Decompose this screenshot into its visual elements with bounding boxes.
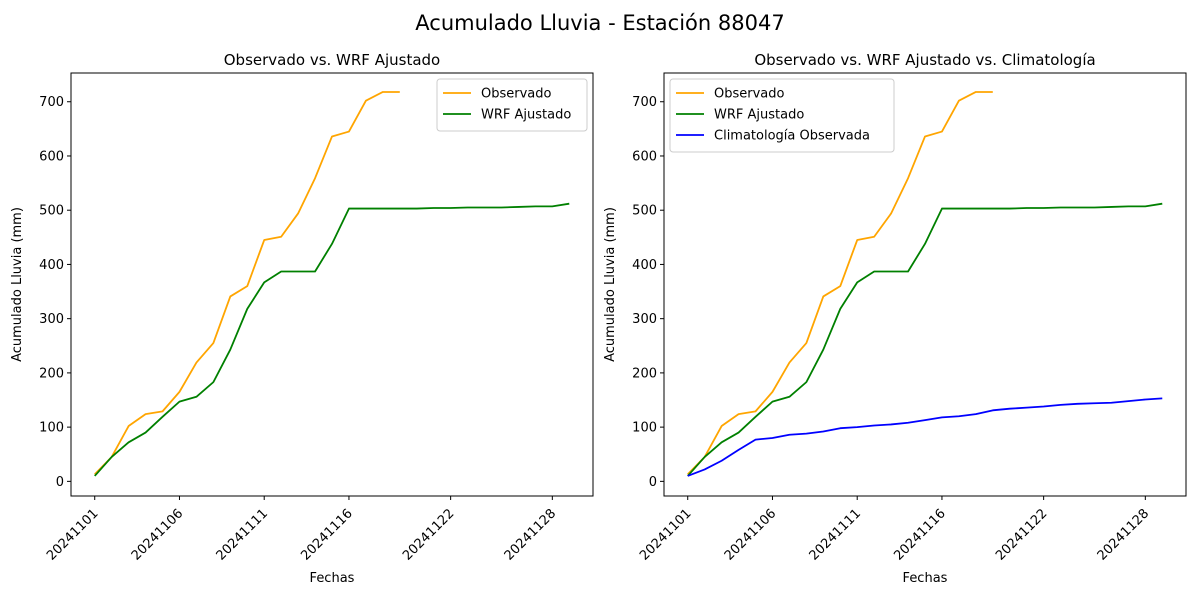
- x-axis-label: Fechas: [903, 571, 948, 586]
- y-tick-label: 0: [56, 475, 64, 490]
- y-tick-label: 500: [632, 204, 657, 219]
- x-tick-label: 20241116: [298, 506, 355, 563]
- y-tick-label: 700: [632, 95, 657, 110]
- x-axis-label: Fechas: [310, 571, 355, 586]
- x-tick-label: 20241122: [993, 506, 1050, 563]
- y-tick-label: 200: [632, 366, 657, 381]
- axes-frame: [70, 72, 594, 497]
- x-tick-label: 20241111: [807, 506, 864, 563]
- y-tick-label: 300: [39, 312, 64, 327]
- x-tick-label: 20241101: [44, 506, 101, 563]
- x-tick-label: 20241122: [400, 506, 457, 563]
- x-tick-label: 20241111: [214, 506, 271, 563]
- series-line-0: [94, 91, 400, 475]
- legend-label-1: WRF Ajustado: [481, 108, 571, 123]
- x-tick-label: 20241116: [891, 506, 948, 563]
- chart-title: Observado vs. WRF Ajustado: [224, 51, 440, 69]
- y-tick-label: 0: [649, 475, 657, 490]
- y-axis-label: Acumulado Lluvia (mm): [603, 207, 618, 362]
- y-tick-label: 100: [632, 421, 657, 436]
- legend-box: [436, 78, 588, 132]
- x-tick-label: 20241128: [1095, 506, 1152, 563]
- chart-right: 0 100 200 300 400 500 600 700 20241101 20241106 20…: [603, 51, 1187, 586]
- plot-area: [94, 91, 570, 477]
- y-tick-label: 400: [39, 258, 64, 273]
- y-tick-label: 400: [632, 258, 657, 273]
- x-tick-label: 20241101: [637, 506, 694, 563]
- y-tick-label: 700: [39, 95, 64, 110]
- legend-label-2: Climatología Observada: [714, 129, 870, 144]
- legend-label-0: Observado: [714, 87, 785, 102]
- x-tick-label: 20241106: [722, 506, 779, 563]
- series-line-1: [687, 202, 1163, 477]
- axes-frame: [663, 72, 1187, 497]
- legend: Observado WRF Ajustado Climatología Observ…: [669, 78, 895, 153]
- plot-area: [687, 91, 1163, 477]
- legend-label-0: Observado: [481, 87, 552, 102]
- y-tick-label: 500: [39, 204, 64, 219]
- y-tick-label: 600: [39, 149, 64, 164]
- legend: Observado WRF Ajustado: [436, 78, 588, 132]
- y-tick-label: 200: [39, 366, 64, 381]
- series-line-2: [687, 397, 1163, 477]
- chart-left: 0 100 200 300 400 500 600 700 20241101 20241106 20…: [10, 51, 594, 586]
- y-tick-label: 100: [39, 421, 64, 436]
- chart-title: Observado vs. WRF Ajustado vs. Climatolo…: [754, 51, 1095, 69]
- x-tick-label: 20241128: [502, 506, 559, 563]
- figure-suptitle: Acumulado Lluvia - Estación 88047: [415, 11, 784, 35]
- y-axis-label: Acumulado Lluvia (mm): [10, 207, 25, 362]
- y-tick-label: 300: [632, 312, 657, 327]
- legend-box: [669, 78, 895, 153]
- legend-label-1: WRF Ajustado: [714, 108, 804, 123]
- series-line-0: [687, 91, 993, 475]
- y-tick-label: 600: [632, 149, 657, 164]
- series-line-1: [94, 202, 570, 477]
- x-tick-label: 20241106: [129, 506, 186, 563]
